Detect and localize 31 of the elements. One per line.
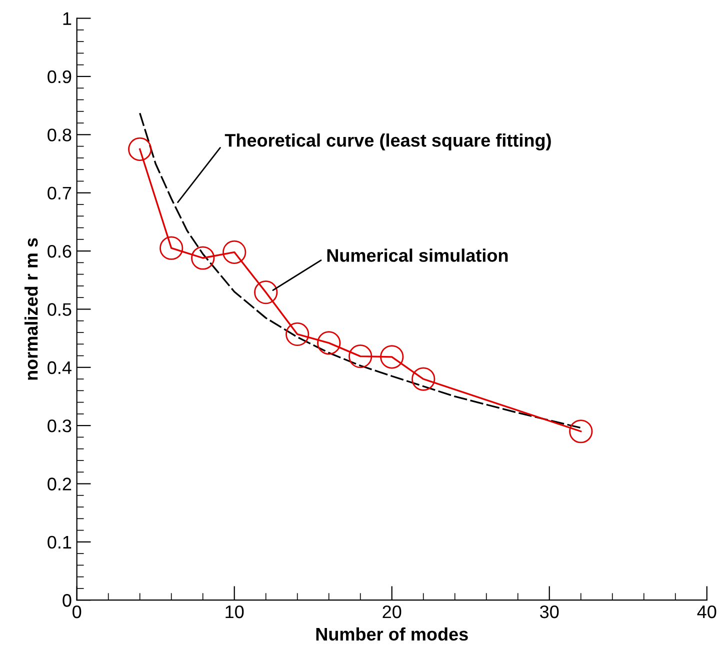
y-tick-label: 0 [62, 594, 72, 607]
x-axis-title: Number of modes [316, 627, 468, 641]
point [191, 246, 215, 270]
point [128, 137, 152, 161]
annotation: Theoretical curve (least square fitting) [224, 134, 551, 150]
x-tick-label: 0 [72, 605, 82, 618]
point [348, 344, 372, 368]
point [254, 280, 278, 304]
y-tick-label: 0.9 [48, 70, 72, 84]
point [412, 367, 436, 391]
x-tick-label: 10 [226, 605, 244, 618]
point [160, 236, 184, 260]
x-tick-label: 40 [697, 605, 716, 618]
point [380, 345, 404, 369]
point [222, 240, 246, 264]
y-tick-label: 0.6 [48, 244, 72, 258]
x-tick-label: 30 [540, 605, 559, 618]
y-tick-label: 0.2 [48, 478, 72, 490]
y-tick-label: 0.4 [48, 361, 72, 374]
y-tick-label: 1 [63, 12, 72, 25]
y-tick-label: 0.7 [48, 186, 72, 200]
point [569, 420, 593, 444]
y-tick-label: 0.1 [48, 536, 72, 549]
point [286, 322, 310, 346]
y-tick-label: 0.8 [48, 128, 72, 142]
point [317, 331, 341, 355]
y-tick-label: 0.3 [48, 419, 72, 432]
y-tick-label: 0.5 [48, 303, 72, 316]
annotation: Numerical simulation [327, 248, 508, 262]
x-tick-label: 20 [382, 605, 402, 618]
y-axis-title: normalized r m s [24, 238, 38, 380]
